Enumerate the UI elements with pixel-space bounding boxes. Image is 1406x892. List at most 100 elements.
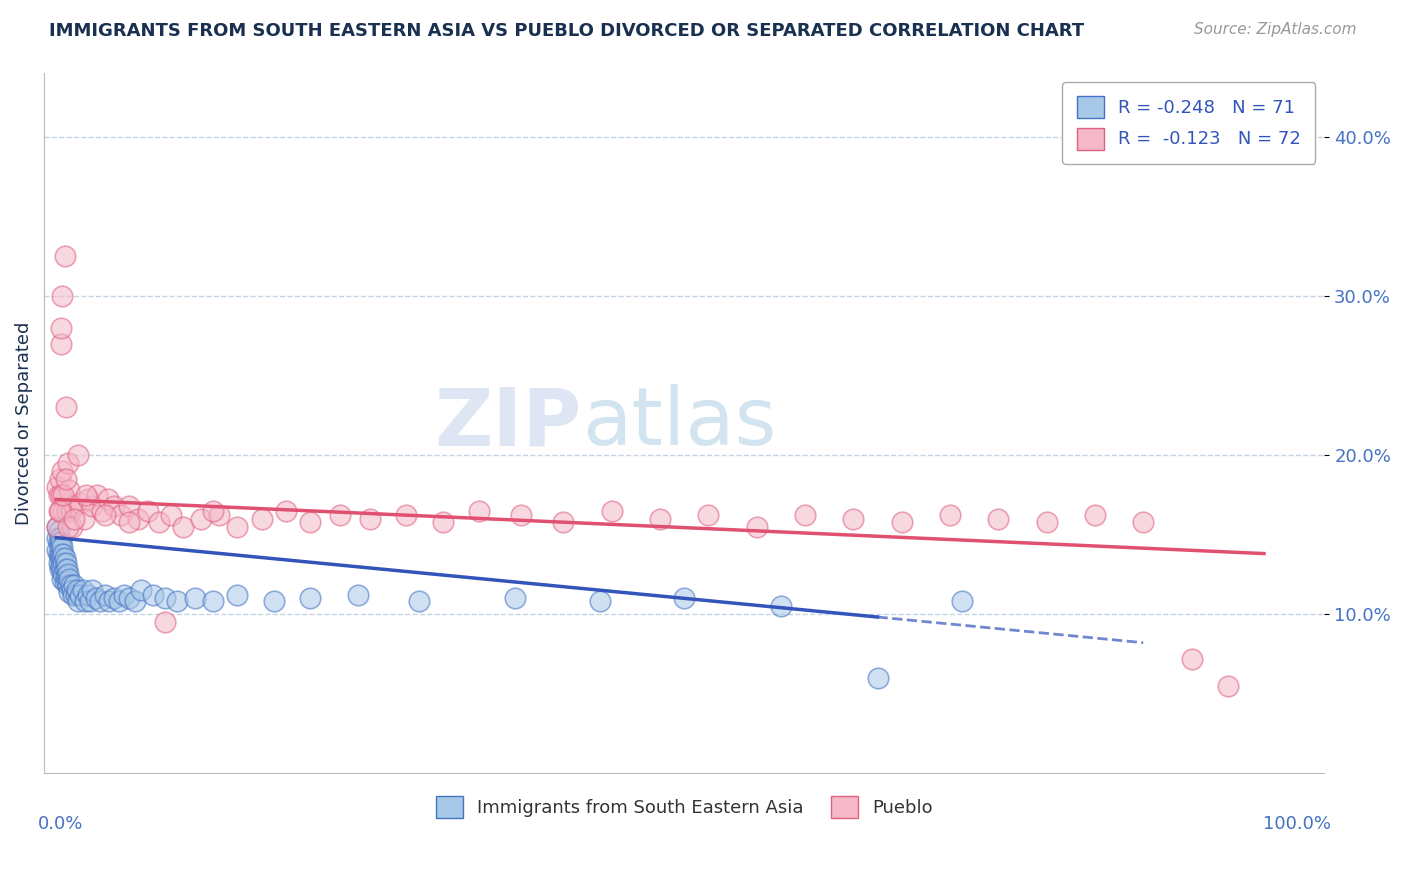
Point bbox=[866, 671, 889, 685]
Point bbox=[1180, 651, 1202, 665]
Point bbox=[51, 551, 73, 566]
Point bbox=[298, 515, 321, 529]
Point bbox=[56, 575, 79, 590]
Point bbox=[359, 511, 381, 525]
Point bbox=[153, 615, 176, 629]
Text: IMMIGRANTS FROM SOUTH EASTERN ASIA VS PUEBLO DIVORCED OR SEPARATED CORRELATION C: IMMIGRANTS FROM SOUTH EASTERN ASIA VS PU… bbox=[49, 22, 1084, 40]
Point bbox=[52, 567, 75, 582]
Point bbox=[72, 583, 94, 598]
Point bbox=[51, 562, 73, 576]
Text: 0.0%: 0.0% bbox=[38, 815, 83, 833]
Point bbox=[60, 519, 83, 533]
Point bbox=[69, 588, 91, 602]
Point bbox=[226, 588, 249, 602]
Y-axis label: Divorced or Separated: Divorced or Separated bbox=[15, 321, 32, 524]
Point bbox=[46, 531, 69, 545]
Point bbox=[950, 594, 973, 608]
Point bbox=[66, 594, 89, 608]
Point bbox=[93, 508, 115, 523]
Point bbox=[97, 492, 120, 507]
Point bbox=[51, 289, 73, 303]
Point bbox=[62, 588, 84, 602]
Point bbox=[53, 551, 76, 566]
Point bbox=[66, 448, 89, 462]
Point bbox=[890, 515, 912, 529]
Point bbox=[49, 540, 72, 554]
Point bbox=[153, 591, 176, 606]
Point bbox=[142, 588, 165, 602]
Point bbox=[59, 578, 82, 592]
Point bbox=[58, 567, 80, 582]
Point bbox=[648, 511, 671, 525]
Point bbox=[48, 556, 70, 570]
Point bbox=[58, 519, 80, 533]
Point bbox=[250, 511, 273, 525]
Point bbox=[58, 578, 80, 592]
Point bbox=[103, 499, 125, 513]
Point bbox=[58, 584, 80, 599]
Point bbox=[48, 524, 70, 539]
Point bbox=[184, 591, 207, 606]
Text: Source: ZipAtlas.com: Source: ZipAtlas.com bbox=[1194, 22, 1357, 37]
Point bbox=[136, 503, 159, 517]
Point bbox=[987, 511, 1010, 525]
Point bbox=[84, 591, 107, 606]
Point bbox=[55, 569, 77, 583]
Point bbox=[63, 499, 86, 513]
Point bbox=[129, 583, 152, 598]
Point bbox=[49, 549, 72, 564]
Point bbox=[56, 503, 79, 517]
Point bbox=[51, 540, 73, 554]
Point bbox=[66, 583, 89, 598]
Point bbox=[226, 519, 249, 533]
Point bbox=[52, 488, 75, 502]
Point bbox=[118, 499, 141, 513]
Point bbox=[48, 488, 70, 502]
Point bbox=[160, 508, 183, 523]
Point bbox=[91, 503, 114, 517]
Point bbox=[56, 562, 79, 576]
Point bbox=[53, 575, 76, 590]
Point bbox=[65, 588, 87, 602]
Point bbox=[697, 508, 720, 523]
Text: 100.0%: 100.0% bbox=[1263, 815, 1331, 833]
Point bbox=[93, 588, 115, 602]
Point bbox=[82, 583, 104, 598]
Point bbox=[49, 547, 72, 561]
Point bbox=[49, 531, 72, 545]
Point bbox=[274, 503, 297, 517]
Point bbox=[103, 591, 125, 606]
Point bbox=[49, 488, 72, 502]
Point bbox=[208, 508, 231, 523]
Point bbox=[503, 591, 526, 606]
Point bbox=[76, 588, 98, 602]
Point bbox=[110, 508, 132, 523]
Point bbox=[745, 519, 768, 533]
Point bbox=[58, 483, 80, 497]
Point bbox=[49, 559, 72, 574]
Point bbox=[59, 503, 82, 517]
Point bbox=[63, 511, 86, 525]
Point bbox=[46, 480, 69, 494]
Point bbox=[673, 591, 696, 606]
Point bbox=[86, 488, 108, 502]
Point bbox=[60, 583, 83, 598]
Point bbox=[52, 503, 75, 517]
Point bbox=[46, 543, 69, 558]
Point bbox=[124, 594, 146, 608]
Point bbox=[79, 594, 101, 608]
Point bbox=[1132, 515, 1154, 529]
Point bbox=[166, 594, 188, 608]
Point bbox=[63, 578, 86, 592]
Point bbox=[75, 594, 97, 608]
Point bbox=[49, 562, 72, 576]
Point bbox=[98, 594, 121, 608]
Point bbox=[49, 503, 72, 517]
Point bbox=[589, 594, 612, 608]
Point bbox=[52, 556, 75, 570]
Point bbox=[769, 599, 792, 613]
Point bbox=[58, 456, 80, 470]
Point bbox=[112, 588, 135, 602]
Point bbox=[58, 572, 80, 586]
Point bbox=[89, 594, 111, 608]
